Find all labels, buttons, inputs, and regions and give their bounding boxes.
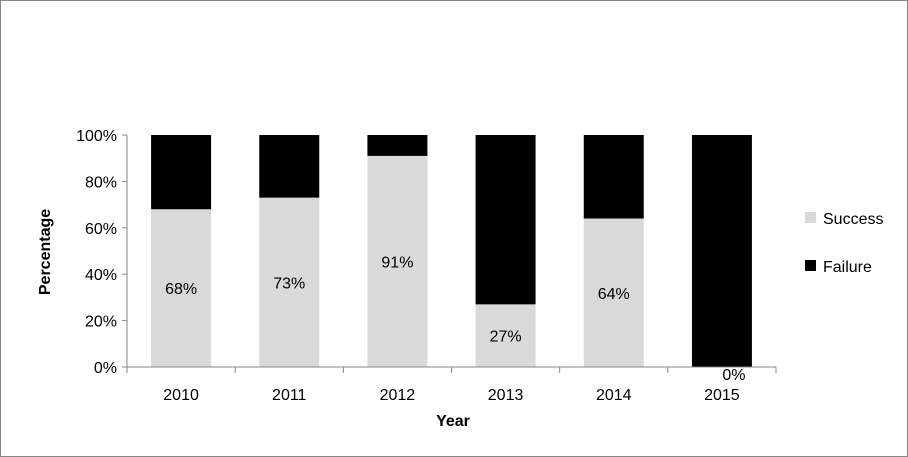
bar-failure-2015 [691, 135, 752, 367]
plot-area: 68% 73% 91% 27% 64% 0% [151, 135, 752, 384]
x-tick-label-2013: 2013 [488, 387, 524, 404]
bar-success-2014 [583, 218, 644, 367]
bar-failure-2013 [475, 135, 536, 305]
data-label-2015: 0% [722, 367, 745, 384]
bar-success-2013 [475, 304, 536, 367]
data-label-2014: 64% [598, 286, 630, 303]
y-axis-title: Percentage [37, 209, 54, 295]
bar-failure-2011 [259, 135, 320, 198]
y-tick-label: 80% [85, 174, 117, 191]
y-tick-label: 20% [85, 314, 117, 331]
data-label-2011: 73% [273, 275, 305, 292]
bar-failure-2010 [151, 135, 212, 210]
legend: Success Failure [805, 211, 883, 276]
bar-failure-2014 [583, 135, 644, 219]
legend-swatch-failure [805, 260, 816, 271]
data-label-2010: 68% [165, 281, 197, 298]
bar-success-2010 [151, 209, 212, 367]
legend-label-success: Success [823, 211, 883, 228]
bar-success-2012 [367, 155, 428, 367]
x-tick-label-2015: 2015 [704, 387, 740, 404]
x-axis-title: Year [436, 413, 470, 430]
data-label-2012: 91% [381, 254, 413, 271]
y-tick-label: 40% [85, 267, 117, 284]
y-tick-label: 100% [76, 128, 117, 145]
legend-label-failure: Failure [823, 259, 872, 276]
y-axis: 0% 20% 40% 60% 80% 100% [76, 128, 128, 377]
x-tick-label-2014: 2014 [596, 387, 632, 404]
y-tick-label: 60% [85, 221, 117, 238]
data-label-2013: 27% [490, 329, 522, 346]
x-axis: 2010 2011 2012 2013 2014 2015 [126, 366, 777, 404]
legend-swatch-success [805, 212, 816, 223]
bar-success-2011 [259, 197, 320, 367]
x-tick-label-2011: 2011 [272, 387, 307, 404]
y-tick-label: 0% [94, 360, 117, 377]
bar-failure-2012 [367, 135, 428, 156]
x-tick-label-2010: 2010 [163, 387, 199, 404]
x-tick-label-2012: 2012 [380, 387, 416, 404]
